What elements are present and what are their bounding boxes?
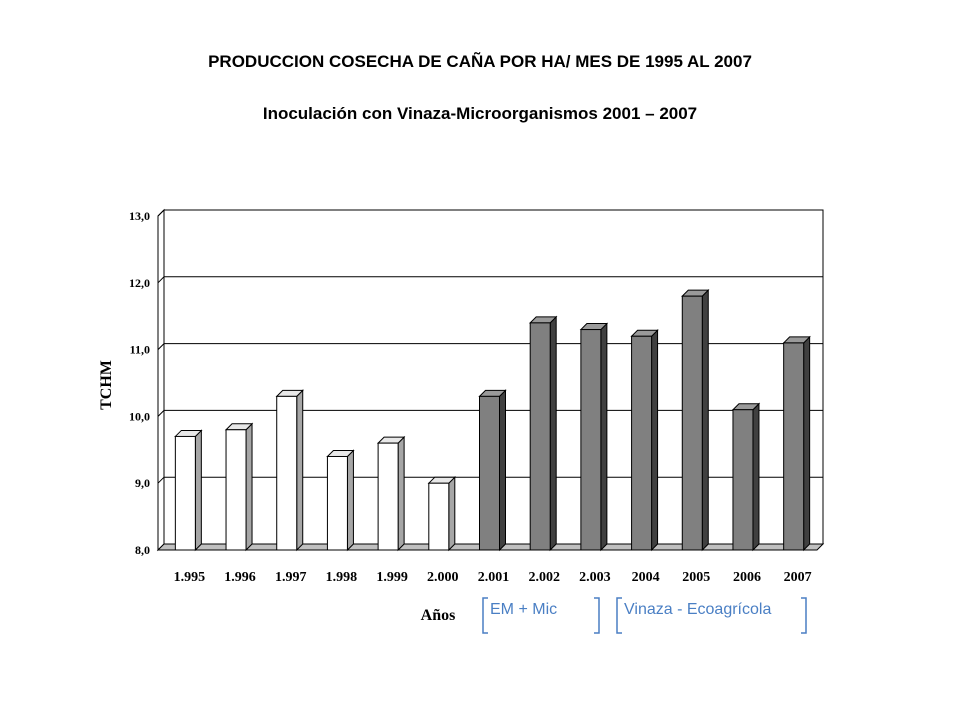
bar-2006: [731, 402, 761, 552]
x-axis-label: Años: [421, 607, 456, 624]
bar-2007: [782, 335, 811, 552]
bar-face: [783, 342, 805, 551]
bar-2.003: [579, 322, 609, 552]
bar-2005: [681, 288, 710, 552]
x-axis-ticks: 1.995 1.996 1.997 1.998 1.999 2.000 2.001 2.002…: [174, 570, 812, 585]
bar-2004: [630, 329, 659, 552]
y-tick-label-2: 10,0: [129, 409, 150, 423]
bar-1.997: [275, 389, 304, 552]
bar-side: [600, 322, 608, 552]
bar-side: [752, 402, 760, 552]
x-tick-label-2: 1.997: [275, 570, 307, 585]
bracket-right-em: [594, 597, 600, 634]
bar-side: [245, 422, 253, 552]
bar-side: [194, 429, 202, 552]
bar-side: [499, 389, 506, 552]
x-tick-label-11: 2006: [733, 570, 761, 585]
bracket-right-vinaza: [801, 597, 807, 634]
x-tick-label-7: 2.002: [528, 570, 560, 585]
bar-face: [681, 295, 703, 551]
bracket-left-em: [482, 597, 488, 634]
x-tick-label-9: 2004: [632, 570, 660, 585]
y-tick-label-5: 13,0: [129, 209, 150, 223]
bar-side: [296, 389, 304, 552]
x-tick-label-10: 2005: [682, 570, 710, 585]
x-tick-label-5: 2.000: [427, 570, 459, 585]
bar-face: [631, 335, 653, 551]
bar-face: [428, 482, 450, 551]
bar-side: [651, 329, 659, 552]
bar-face: [377, 442, 399, 551]
bar-1.999: [376, 435, 406, 552]
x-tick-label-1: 1.996: [224, 570, 256, 585]
y-tick-label-4: 12,0: [129, 276, 150, 290]
bar-1.996: [224, 422, 254, 552]
bar-side: [397, 435, 405, 552]
bar-1.998: [326, 449, 355, 552]
chart-subtitle: Inoculación con Vinaza-Microorganismos 2…: [262, 104, 698, 123]
bar-side: [448, 475, 456, 552]
bracket-left-vinaza: [616, 597, 622, 634]
bar-side: [549, 315, 557, 552]
bar-face: [732, 409, 754, 551]
y-tick-label-0: 8,0: [135, 543, 150, 557]
bar-face: [276, 395, 298, 551]
gridline-5: [157, 209, 823, 217]
bar-side: [346, 449, 354, 552]
bar-2.002: [528, 315, 558, 552]
bar-2.001: [478, 389, 507, 552]
x-tick-label-4: 1.999: [376, 570, 408, 585]
bar-side: [701, 288, 709, 552]
bar-face: [580, 329, 602, 551]
bar-face: [326, 455, 348, 551]
x-tick-label-12: 2007: [784, 570, 812, 585]
y-axis-label: TCHM: [98, 360, 115, 410]
bar-face: [529, 322, 551, 551]
y-axis-ticks: 8,0 9,0 10,0 11,0 12,0 13,0: [129, 209, 150, 557]
bars: [174, 288, 811, 552]
bar-2.000: [427, 475, 457, 552]
x-tick-label-6: 2.001: [478, 570, 510, 585]
x-tick-label-0: 1.995: [174, 570, 206, 585]
bar-1.995: [174, 429, 203, 552]
legend-annotations: EM + Mic Vinaza - Ecoagrícola: [482, 597, 807, 634]
x-tick-label-8: 2.003: [579, 570, 611, 585]
chart-title: PRODUCCION COSECHA DE CAÑA POR HA/ MES D…: [208, 52, 752, 71]
annotation-em-mic: EM + Mic: [490, 601, 557, 618]
gridline-4: [157, 276, 823, 284]
y-tick-label-3: 11,0: [130, 343, 150, 357]
y-tick-label-1: 9,0: [135, 476, 150, 490]
bar-side: [803, 335, 811, 552]
bar-face: [225, 429, 247, 551]
bar-face: [174, 435, 196, 551]
left-wall: [157, 208, 165, 552]
annotation-vinaza: Vinaza - Ecoagrícola: [624, 601, 771, 618]
x-tick-label-3: 1.998: [326, 570, 358, 585]
bar-face: [479, 395, 500, 551]
